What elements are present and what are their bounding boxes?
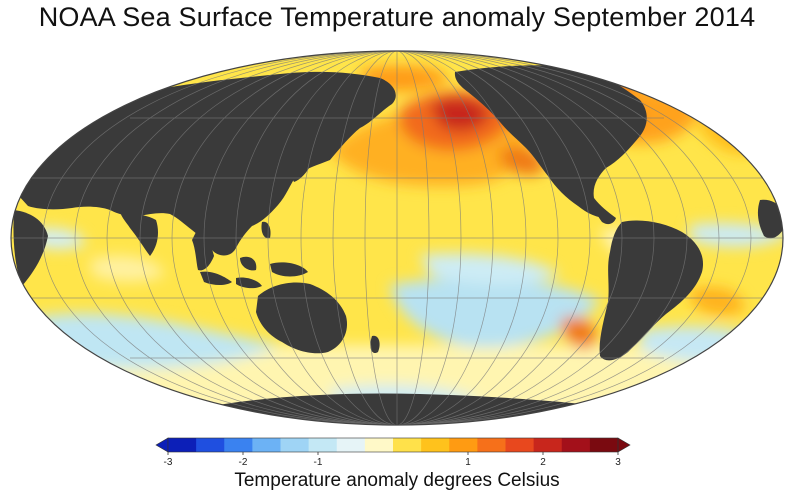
legend-tick-label: -2 xyxy=(239,457,248,468)
legend-swatch xyxy=(533,438,563,452)
legend-tick-label: 3 xyxy=(615,457,621,468)
south-america-landmass xyxy=(599,220,704,361)
graticule xyxy=(11,51,783,425)
legend-swatch xyxy=(505,438,535,452)
legend-swatch xyxy=(421,438,450,452)
india-landmass xyxy=(120,212,158,256)
indochina-landmass xyxy=(192,232,214,271)
legend-tick-label: 2 xyxy=(540,457,546,468)
legend-tick-label: 1 xyxy=(465,457,471,468)
new-zealand-islands xyxy=(370,335,380,354)
legend-swatch xyxy=(168,438,197,452)
legend-swatch xyxy=(280,438,310,452)
central-america-landmass xyxy=(593,198,616,225)
indonesia-islands xyxy=(200,256,308,289)
legend-tick-label: -3 xyxy=(164,457,173,468)
japan-landmass xyxy=(292,148,313,182)
legend-swatch xyxy=(196,438,225,452)
legend-swatch xyxy=(477,438,506,452)
legend-tick-label: -1 xyxy=(314,457,323,468)
legend-swatch xyxy=(364,438,394,452)
legend-swatch xyxy=(224,438,253,452)
legend-bar-outline xyxy=(167,437,619,453)
legend-swatch xyxy=(308,438,338,452)
globe-outline xyxy=(10,50,784,426)
legend-swatch xyxy=(589,438,619,452)
map-title: NOAA Sea Surface Temperature anomaly Sep… xyxy=(38,2,756,32)
legend-arrow-right xyxy=(617,437,631,453)
legend-swatch xyxy=(336,438,366,452)
legend-swatch xyxy=(393,438,422,452)
legend-swatch xyxy=(252,438,281,452)
legend-swatch xyxy=(449,438,478,452)
legend-arrow-left xyxy=(155,437,169,453)
legend-swatch xyxy=(561,438,591,452)
antarctica-landmass xyxy=(189,393,640,425)
legend-title: Temperature anomaly degrees Celsius xyxy=(234,470,560,491)
australia-landmass xyxy=(256,282,348,354)
africa-rim xyxy=(13,210,49,286)
